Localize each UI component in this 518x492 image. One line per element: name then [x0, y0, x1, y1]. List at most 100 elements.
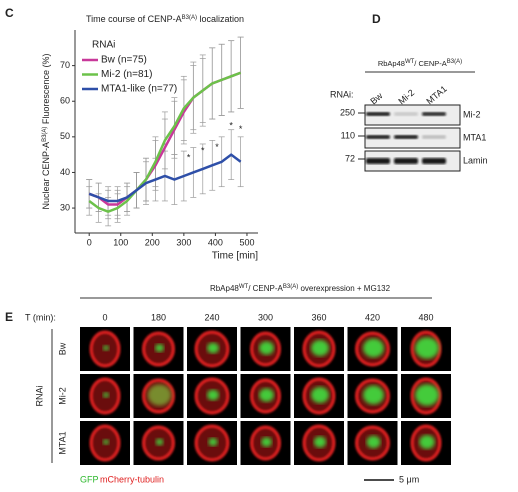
blot-band: [422, 158, 446, 164]
blot-band: [422, 135, 446, 139]
cell-gfp: [103, 392, 109, 398]
marker-label: 110: [341, 130, 355, 140]
legend-label: Bw (n=75): [101, 55, 147, 66]
cell-gfp: [363, 385, 384, 405]
imaging-header-part: B3(A): [283, 284, 298, 290]
blot-band: [394, 112, 418, 116]
panel-label: E: [5, 310, 13, 324]
x-tick-label: 300: [176, 237, 191, 247]
x-tick-label: 500: [239, 237, 254, 247]
x-tick-label: 200: [145, 237, 160, 247]
row-label: Bw: [57, 342, 67, 355]
imaging-header-part: RbAp48: [210, 284, 239, 293]
imaging-header-part: / CENP-A: [248, 284, 283, 293]
legend-label: MTA1-like (n=77): [101, 84, 177, 95]
blot-band: [366, 112, 390, 116]
time-label: 180: [151, 312, 166, 322]
significance-mark: *: [201, 145, 205, 155]
y-axis-label: Nuclear CENP-AB3(A) Fluorescence (%): [41, 54, 51, 210]
chart-title-part: Time course of CENP-A: [86, 14, 182, 24]
cell-gfp: [207, 342, 219, 354]
legend-label: Mi-2 (n=81): [101, 69, 152, 80]
legend-title: RNAi: [92, 40, 115, 51]
cell-gfp: [208, 437, 218, 447]
x-axis-label: Time [min]: [212, 251, 259, 262]
lane-label: Bw: [368, 90, 384, 106]
scale-label: 5 μm: [399, 474, 419, 484]
y-tick-label: 40: [60, 167, 70, 177]
imaging-header-part: overexpression + MG132: [298, 284, 390, 293]
rnai-label: RNAi:: [330, 89, 354, 99]
row-label: MTA1: [57, 431, 67, 454]
significance-mark: *: [239, 124, 243, 134]
row-label: Mi-2: [57, 387, 67, 405]
x-tick-label: 100: [113, 237, 128, 247]
cell-gfp: [155, 438, 164, 446]
chart-title-part: B3(A): [182, 15, 197, 21]
significance-mark: *: [187, 153, 191, 163]
cell-gfp: [415, 384, 439, 406]
time-label: 480: [418, 312, 433, 322]
blot-header-part: B3(A): [447, 59, 462, 65]
significance-mark: *: [215, 142, 219, 152]
y-axis-label-part: B3(A): [42, 127, 48, 142]
time-label: T (min):: [25, 312, 56, 322]
cell-gfp: [259, 341, 274, 355]
marker-label: 72: [345, 153, 355, 163]
legend-tubulin: mCherry-tubulin: [100, 474, 164, 484]
cell-gfp: [207, 389, 219, 401]
y-tick-label: 70: [60, 60, 70, 70]
panel-label: C: [5, 6, 14, 20]
y-tick-label: 50: [60, 131, 70, 141]
blot-header: RbAp48WT/ CENP-AB3(A): [378, 59, 462, 68]
imaging-header-part: WT: [239, 284, 249, 290]
cell-gfp: [311, 386, 329, 404]
cell-gfp: [259, 388, 274, 402]
y-tick-label: 60: [60, 96, 70, 106]
time-label: 420: [365, 312, 380, 322]
blot-band: [366, 158, 390, 164]
time-label: 300: [258, 312, 273, 322]
time-label: 0: [102, 312, 107, 322]
lane-label: Mi-2: [396, 87, 416, 106]
x-tick-label: 400: [208, 237, 223, 247]
cell-gfp: [366, 435, 381, 449]
blot-band: [366, 135, 390, 139]
cell-gfp: [261, 437, 272, 447]
cell-gfp: [311, 339, 329, 357]
cell-gfp: [363, 338, 384, 358]
y-axis-label-part: Fluorescence (%): [41, 54, 51, 127]
cell-gfp: [103, 439, 109, 445]
significance-mark: *: [229, 121, 233, 131]
band-label: MTA1: [463, 132, 486, 142]
series-line: [88, 71, 242, 213]
cell-gfp: [419, 434, 435, 450]
chart-title: Time course of CENP-AB3(A) localization: [86, 14, 244, 24]
blot-header-part: WT: [405, 59, 415, 65]
blot-header-part: RbAp48: [378, 59, 405, 68]
cell-gfp: [103, 345, 109, 351]
blot-band: [394, 158, 418, 164]
group-label: RNAi: [34, 385, 44, 406]
panel-label: D: [372, 12, 381, 26]
cell-gfp: [155, 343, 164, 353]
y-tick-label: 30: [60, 202, 70, 212]
imaging-header: RbAp48WT/ CENP-AB3(A) overexpression + M…: [210, 284, 391, 294]
time-label: 360: [311, 312, 326, 322]
marker-label: 250: [340, 107, 355, 117]
blot-band: [422, 112, 446, 116]
cell-gfp: [415, 337, 439, 359]
blot-header-part: / CENP-A: [414, 59, 447, 68]
band-label: Lamin: [463, 155, 488, 165]
chart-title-part: localization: [197, 14, 244, 24]
band-label: Mi-2: [463, 109, 481, 119]
y-axis-label-part: Nuclear CENP-A: [41, 142, 51, 210]
legend-gfp: GFP: [80, 474, 99, 484]
time-label: 240: [204, 312, 219, 322]
cell-gfp: [313, 436, 327, 448]
x-tick-label: 0: [87, 237, 92, 247]
series-line: [88, 153, 242, 203]
blot-band: [394, 135, 418, 139]
lane-label: MTA1: [424, 84, 448, 107]
